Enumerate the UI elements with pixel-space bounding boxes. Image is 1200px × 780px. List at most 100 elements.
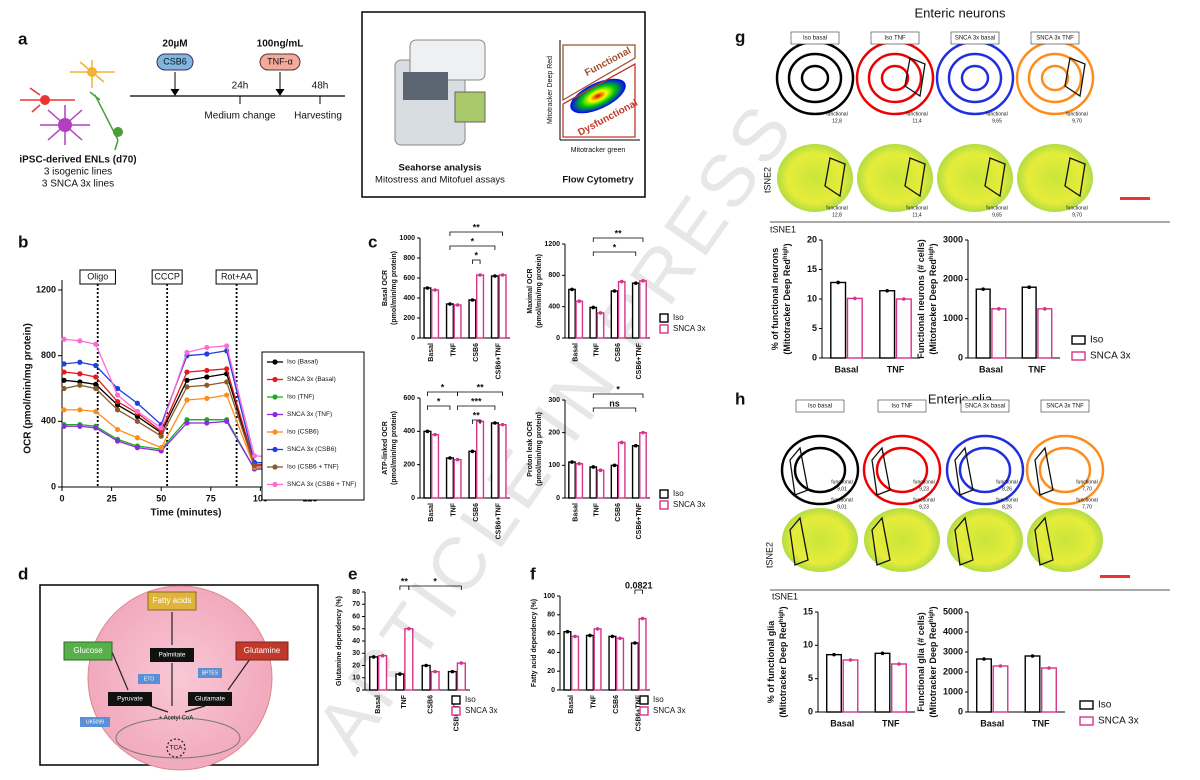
legend-label: Iso (CSB6) <box>287 429 319 436</box>
y-tick-label: 200 <box>403 315 415 322</box>
bar-dot <box>633 281 638 285</box>
bar <box>830 281 847 359</box>
y-tick-label: 0 <box>556 495 560 502</box>
series-point <box>77 407 83 413</box>
series-line <box>63 394 305 470</box>
bar-dot <box>836 280 840 285</box>
y-axis-label: Proton leak OCR <box>527 421 534 477</box>
bar <box>453 458 462 499</box>
tsne-h: Enteric glia <box>770 391 1170 591</box>
plot-label-box <box>960 399 1010 413</box>
bar-dot <box>573 634 577 639</box>
t48: 48h <box>312 81 329 92</box>
bar-dot <box>424 663 428 668</box>
bar <box>445 457 454 499</box>
y-tick-label: 0 <box>51 481 56 491</box>
harvesting: Harvesting <box>294 111 342 122</box>
injection-box <box>79 269 116 285</box>
x-tick-label: TNF <box>882 718 900 728</box>
legend-dot <box>272 376 278 383</box>
y-tick-label: 2000 <box>943 274 963 284</box>
legend-dot <box>272 359 278 365</box>
legend-dot <box>272 446 278 453</box>
plot-label-box <box>870 31 920 45</box>
bar <box>826 653 842 713</box>
panel-label: e <box>348 564 357 583</box>
y-tick-label: 40 <box>547 649 555 656</box>
bar-dot <box>371 655 376 659</box>
bar <box>430 670 440 691</box>
bar <box>571 635 580 691</box>
significance-label: * <box>613 242 617 252</box>
y-axis-label: (pmol/min/mg protein) <box>391 411 398 485</box>
bar-dot <box>455 303 460 307</box>
x-tick-label: TNF <box>887 364 905 374</box>
bar-dot <box>982 657 986 661</box>
pyruvate: Pyruvate <box>117 696 143 703</box>
legend-dot <box>272 481 278 488</box>
y-axis-label: % of functional neurons <box>770 248 780 351</box>
significance-bracket <box>449 231 503 236</box>
x-tick-label: 100 <box>253 493 268 503</box>
uk5099: UK5099 <box>86 719 104 725</box>
y-axis-label: (Mitotracker Deep Redhigh) <box>928 606 938 717</box>
y-axis-label: (pmol/min/mg protein) <box>536 412 543 486</box>
x-tick-label: TNF <box>594 502 601 516</box>
bar-dot <box>591 305 596 310</box>
panel-label: b <box>18 232 28 251</box>
functional-word: functional <box>986 205 1007 211</box>
bar-dot <box>448 456 452 460</box>
y-tick-label: 1200 <box>544 241 560 248</box>
functional-word: functional <box>986 111 1007 117</box>
bar <box>639 280 647 339</box>
series-point <box>77 423 83 429</box>
x-tick-label: CSB6+TNF <box>496 342 503 379</box>
plot-label-box <box>1040 399 1090 413</box>
y-tick-label: 15 <box>807 264 817 274</box>
y-axis-label-part: (pmol/min/mg protein) <box>391 251 398 325</box>
series-point <box>224 366 230 372</box>
x-tick-label: Basal <box>375 695 382 714</box>
bar <box>445 303 454 339</box>
bar <box>468 450 477 499</box>
plot-label-box <box>1030 31 1080 45</box>
bar-dot <box>459 661 464 665</box>
x-tick-label: CSB6+TNF <box>636 694 643 731</box>
y-tick-label: 800 <box>403 255 415 262</box>
bar-dot <box>640 616 645 621</box>
legend-dot <box>272 411 278 418</box>
y-axis-label: Maximal OCR <box>527 268 534 313</box>
series-point <box>114 399 121 405</box>
legend-swatch <box>451 706 461 716</box>
functional-value: 12,8 <box>832 118 842 124</box>
bar <box>468 299 477 339</box>
medium-change: Medium change <box>204 111 276 122</box>
legend-label: Iso <box>653 695 664 704</box>
significance-label: ** <box>401 576 409 586</box>
bar <box>490 422 499 499</box>
functional-value: 7,70 <box>1082 504 1092 510</box>
series-point <box>93 425 99 431</box>
bar-dot <box>500 422 505 427</box>
bar-dot <box>1030 654 1035 658</box>
bar <box>1024 655 1041 713</box>
tsne2-label: tSNE2 <box>762 167 772 193</box>
y-axis-label-part: (Mitotracker Deep Red <box>782 259 792 355</box>
bar-dot <box>565 629 570 634</box>
series-point <box>204 382 210 388</box>
x-tick-label: 75 <box>206 493 216 503</box>
bar-dot <box>478 273 482 277</box>
y-axis-label-part: ) <box>928 606 938 609</box>
significance-bracket <box>408 585 462 590</box>
y-tick-label: 5 <box>808 673 813 683</box>
y-tick-label: 10 <box>352 675 360 682</box>
bar-dot <box>619 279 624 284</box>
legend-label: SNCA 3x <box>653 706 685 715</box>
bar-dot <box>619 440 624 445</box>
legend-label: SNCA 3x (CSB6 + TNF) <box>287 481 356 488</box>
legend-label: Iso <box>1090 335 1104 346</box>
series-point <box>184 369 190 375</box>
y-tick-label: 3000 <box>943 234 963 244</box>
timeline-ticks <box>170 72 321 104</box>
legend-label: SNCA 3x <box>673 324 705 333</box>
